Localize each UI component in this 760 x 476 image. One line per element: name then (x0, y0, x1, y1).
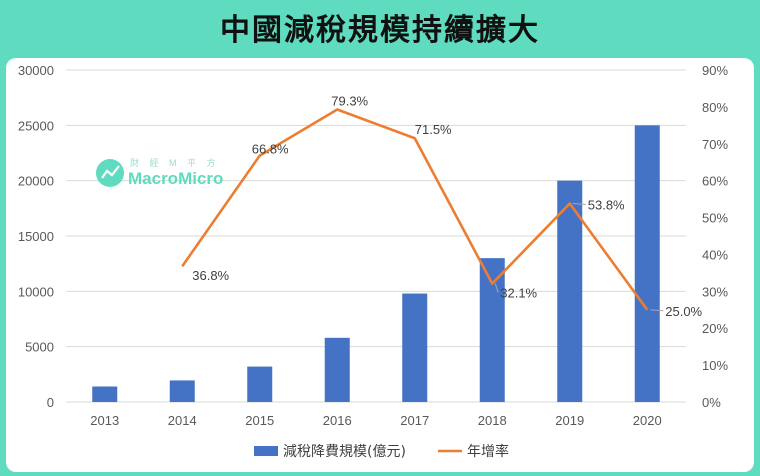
line-data-label: 36.8% (192, 268, 229, 283)
x-axis-tick-label: 2013 (90, 413, 119, 428)
data-label-leader (650, 309, 664, 312)
bar (247, 366, 273, 402)
left-axis-tick-label: 5000 (25, 340, 54, 355)
right-axis-tick-label: 10% (702, 358, 728, 373)
line-path (181, 108, 649, 311)
data-label-leader (572, 203, 586, 206)
x-axis-tick-label: 2018 (478, 413, 507, 428)
right-axis-tick-label: 0% (702, 395, 721, 410)
line-series: 36.8% 66.8% 79.3% 71.5% 32.1% 53.8% 25.0% (181, 93, 703, 319)
x-axis-tick-label: 2020 (633, 413, 662, 428)
right-axis-tick-label: 90% (702, 63, 728, 78)
bar (402, 293, 428, 402)
bar (169, 380, 195, 402)
bar (634, 125, 660, 402)
chart-panel: 財 經 M 平 方 MacroMicro 36.8% 66.8% 79.3% 71.5… (6, 58, 754, 472)
x-axis-tick-label: 2015 (245, 413, 274, 428)
line-data-label: 66.8% (252, 142, 289, 157)
legend: 減稅降費規模(億元) 年增率 (254, 443, 509, 460)
logo-en-text: MacroMicro (128, 169, 223, 188)
legend-bar-label: 減稅降費規模(億元) (283, 443, 406, 460)
bar (92, 386, 118, 402)
line-data-label: 25.0% (665, 304, 702, 319)
right-axis-tick-label: 20% (702, 321, 728, 336)
logo-icon-trend (101, 165, 120, 179)
line-data-label: 79.3% (331, 93, 368, 108)
bar (479, 258, 505, 402)
left-axis-tick-label: 20000 (18, 174, 54, 189)
right-axis-tick-label: 40% (702, 247, 728, 262)
chart-svg: 財 經 M 平 方 MacroMicro 36.8% 66.8% 79.3% 71.5… (18, 63, 729, 460)
line-data-label: 32.1% (500, 286, 537, 301)
left-axis-tick-label: 25000 (18, 118, 54, 133)
left-axis-tick-label: 10000 (18, 284, 54, 299)
x-axis-tick-label: 2019 (555, 413, 584, 428)
axis-ticks: 0 5000 10000 15000 20000 25000 30000 0% 10% 20% 30… (18, 63, 729, 428)
left-axis-tick-label: 0 (47, 395, 54, 410)
right-axis-tick-label: 70% (702, 137, 728, 152)
legend-line-label: 年增率 (467, 443, 509, 460)
left-axis-tick-label: 30000 (18, 63, 54, 78)
right-axis-tick-label: 50% (702, 211, 728, 226)
left-axis-tick-label: 15000 (18, 229, 54, 244)
right-axis-tick-label: 60% (702, 174, 728, 189)
line-data-label: 53.8% (588, 198, 625, 213)
data-label-leader (494, 283, 499, 293)
right-axis-tick-label: 80% (702, 100, 728, 115)
bar-series (92, 125, 660, 402)
x-axis-tick-label: 2014 (168, 413, 197, 428)
line-data-label: 71.5% (415, 122, 452, 137)
right-axis-tick-label: 30% (702, 284, 728, 299)
x-axis-tick-label: 2017 (400, 413, 429, 428)
legend-bar-swatch (254, 446, 278, 456)
x-axis-tick-label: 2016 (323, 413, 352, 428)
logo-cn-text: 財 經 M 平 方 (130, 157, 220, 168)
bar (324, 337, 350, 402)
macromicro-logo: 財 經 M 平 方 MacroMicro (96, 157, 223, 188)
bar (557, 180, 583, 402)
chart-title: 中國減稅規模持續擴大 (220, 13, 540, 48)
gridlines (66, 69, 686, 403)
